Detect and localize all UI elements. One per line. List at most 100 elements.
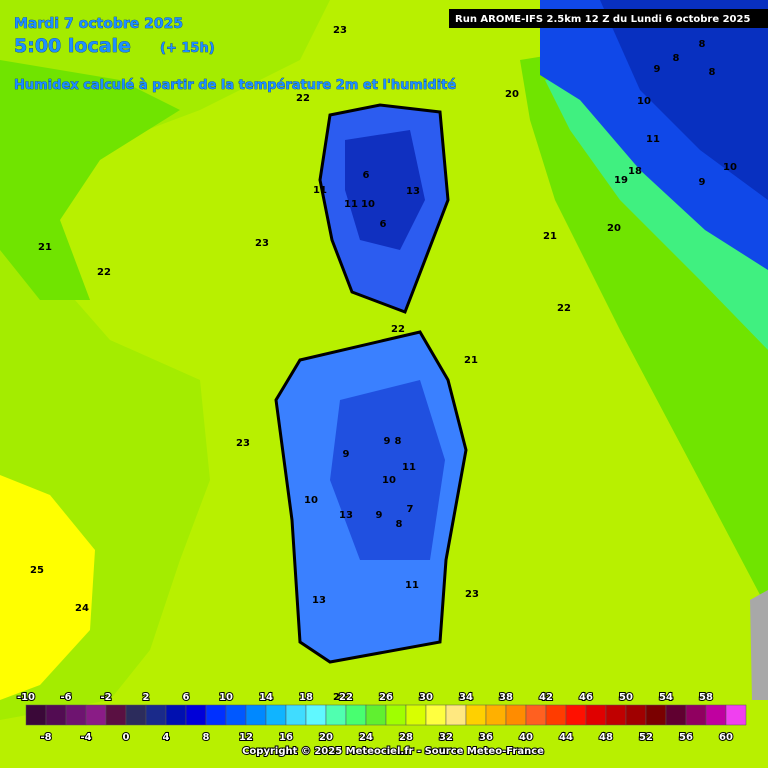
color-swatch bbox=[265, 704, 287, 726]
contour-label: 13 bbox=[406, 186, 420, 197]
color-swatch bbox=[445, 704, 467, 726]
colorbar-label: 10 bbox=[219, 692, 233, 703]
color-swatch bbox=[625, 704, 647, 726]
color-swatch bbox=[285, 704, 307, 726]
color-swatch bbox=[545, 704, 567, 726]
contour-label: 11 bbox=[405, 580, 419, 591]
colorbar-label: 6 bbox=[183, 692, 190, 703]
color-swatch bbox=[425, 704, 447, 726]
colorbar-label: 24 bbox=[359, 732, 373, 743]
color-swatch bbox=[565, 704, 587, 726]
color-swatch bbox=[85, 704, 107, 726]
contour-label: 21 bbox=[464, 355, 478, 366]
color-swatch bbox=[685, 704, 707, 726]
contour-label: 20 bbox=[505, 89, 519, 100]
color-swatch bbox=[605, 704, 627, 726]
color-swatch bbox=[465, 704, 487, 726]
contour-label: 9 bbox=[699, 177, 706, 188]
colorbar-label: 28 bbox=[399, 732, 413, 743]
contour-label: 19 bbox=[614, 175, 628, 186]
corsica-core bbox=[345, 130, 425, 250]
color-swatch bbox=[485, 704, 507, 726]
colorbar-label: 56 bbox=[679, 732, 693, 743]
colorbar-label: 30 bbox=[419, 692, 433, 703]
colorbar-label: 22 bbox=[339, 692, 353, 703]
colorbar-label: 4 bbox=[163, 732, 170, 743]
colorbar: -10-8-6-4-202468101214161820222426283032… bbox=[16, 691, 747, 744]
cold-region bbox=[600, 0, 768, 200]
colorbar-label: -6 bbox=[60, 692, 71, 703]
colorbar-label: -4 bbox=[80, 732, 91, 743]
colorbar-label: 2 bbox=[143, 692, 150, 703]
date: Mardi 7 octobre 2025 bbox=[14, 16, 183, 32]
colorbar-label: 46 bbox=[579, 692, 593, 703]
copyright: Copyright © 2025 Meteociel.fr - Source M… bbox=[242, 746, 544, 757]
colorbar-label: 48 bbox=[599, 732, 613, 743]
colorbar-label: 38 bbox=[499, 692, 513, 703]
color-swatch bbox=[185, 704, 207, 726]
contour-label: 25 bbox=[30, 565, 44, 576]
contour-label: 9 bbox=[654, 64, 661, 75]
contour-label: 23 bbox=[236, 438, 250, 449]
contour-label: 8 bbox=[709, 67, 716, 78]
colorbar-label: 60 bbox=[719, 732, 733, 743]
contour-label: 9 bbox=[376, 510, 383, 521]
color-swatch bbox=[25, 704, 47, 726]
colorbar-label: 54 bbox=[659, 692, 673, 703]
contour-label: 22 bbox=[97, 267, 111, 278]
color-swatch bbox=[245, 704, 267, 726]
color-swatch bbox=[65, 704, 87, 726]
colorbar-label: 50 bbox=[619, 692, 633, 703]
colorbar-label: -10 bbox=[17, 692, 35, 703]
run-info: Run AROME-IFS 2.5km 12 Z du Lundi 6 octo… bbox=[455, 14, 750, 25]
contour-label: 11 bbox=[402, 462, 416, 473]
colorbar-label: 52 bbox=[639, 732, 653, 743]
colorbar-label: 36 bbox=[479, 732, 493, 743]
colorbar-label: 40 bbox=[519, 732, 533, 743]
warm-region bbox=[0, 475, 95, 700]
colorbar-label: 14 bbox=[259, 692, 273, 703]
color-swatch bbox=[705, 704, 727, 726]
color-swatch bbox=[145, 704, 167, 726]
contour-label: 8 bbox=[699, 39, 706, 50]
colorbar-label: 0 bbox=[123, 732, 130, 743]
color-swatch bbox=[725, 704, 747, 726]
contour-label: 24 bbox=[75, 603, 89, 614]
colorbar-label: 34 bbox=[459, 692, 473, 703]
run-box bbox=[449, 9, 768, 28]
contour-label: 18 bbox=[628, 166, 642, 177]
colorbar-label: 44 bbox=[559, 732, 573, 743]
contour-label: 6 bbox=[363, 170, 370, 181]
colorbar-label: 26 bbox=[379, 692, 393, 703]
color-swatch bbox=[665, 704, 687, 726]
color-swatch bbox=[405, 704, 427, 726]
contour-label: 11 bbox=[313, 185, 327, 196]
color-swatch bbox=[205, 704, 227, 726]
contour-label: 20 bbox=[607, 223, 621, 234]
contour-label: 9 bbox=[343, 449, 350, 460]
colorbar-label: -8 bbox=[40, 732, 51, 743]
colorbar-label: 16 bbox=[279, 732, 293, 743]
contour-label: 9 bbox=[384, 436, 391, 447]
contour-label: 10 bbox=[304, 495, 318, 506]
contour-label: 8 bbox=[673, 53, 680, 64]
colorbar-label: 20 bbox=[319, 732, 333, 743]
color-swatch bbox=[585, 704, 607, 726]
color-swatch bbox=[45, 704, 67, 726]
colorbar-label: 58 bbox=[699, 692, 713, 703]
time: 5:00 locale bbox=[14, 35, 131, 57]
color-swatch bbox=[125, 704, 147, 726]
contour-label: 11 bbox=[646, 134, 660, 145]
contour-label: 23 bbox=[333, 25, 347, 36]
region bbox=[0, 60, 180, 300]
contour-label: 13 bbox=[312, 595, 326, 606]
color-swatch bbox=[305, 704, 327, 726]
contour-label: 13 bbox=[339, 510, 353, 521]
color-swatch bbox=[105, 704, 127, 726]
contour-label: 22 bbox=[557, 303, 571, 314]
no-data bbox=[750, 590, 768, 700]
contour-label: 22 bbox=[333, 692, 347, 703]
contour-label: 11 bbox=[344, 199, 358, 210]
colorbar-label: 18 bbox=[299, 692, 313, 703]
